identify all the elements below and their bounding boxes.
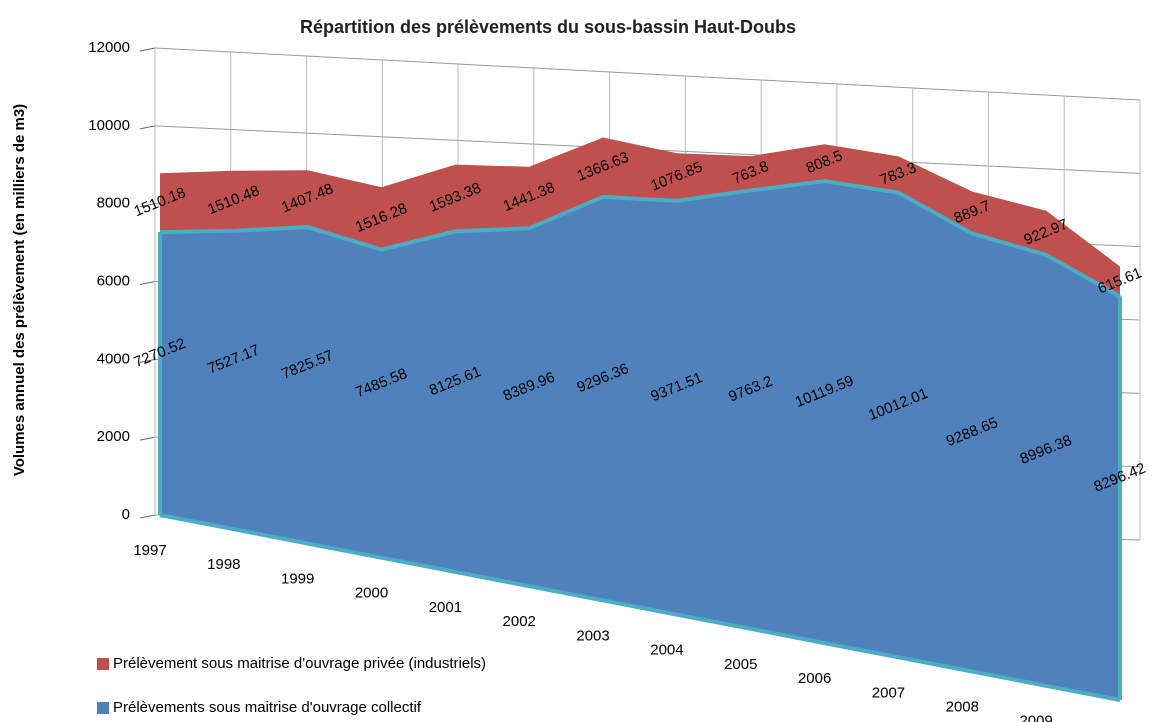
chart-title: Répartition des prélèvements du sous-bas… <box>300 17 796 37</box>
y-tick-label: 2000 <box>97 428 130 445</box>
x-tick-label: 2005 <box>724 656 757 673</box>
tick-mark <box>139 47 156 52</box>
tick-mark <box>139 281 156 285</box>
legend-label: Prélèvements sous maitrise d'ouvrage col… <box>113 699 422 716</box>
x-tick-label: 1998 <box>207 556 240 573</box>
area <box>160 137 1120 297</box>
y-tick-label: 8000 <box>97 195 130 212</box>
area-edge <box>159 179 1121 299</box>
x-tick-label: 2001 <box>429 599 462 616</box>
area <box>160 181 1120 701</box>
x-tick-label: 2004 <box>650 642 683 659</box>
y-tick-label: 12000 <box>88 39 130 56</box>
y-tick-label: 6000 <box>97 272 130 289</box>
tick-mark <box>139 203 156 208</box>
grid-line <box>154 47 1141 101</box>
x-tick-label: 2006 <box>798 670 831 687</box>
legend-label: Prélèvement sous maitrise d'ouvrage priv… <box>113 655 486 672</box>
x-tick-label: 2002 <box>503 613 536 630</box>
y-axis-label: Volumes annuel des prélèvement (en milli… <box>11 104 28 476</box>
x-tick-label: 1999 <box>281 570 314 587</box>
y-tick-label: 10000 <box>88 117 130 134</box>
tick-mark <box>139 436 156 441</box>
x-tick-label: 2008 <box>946 699 979 716</box>
y-tick-label: 4000 <box>97 350 130 367</box>
tick-mark <box>139 514 156 519</box>
tick-mark <box>139 358 156 363</box>
x-tick-label: 2009 <box>1019 713 1052 722</box>
x-tick-label: 2000 <box>355 585 388 602</box>
y-tick-label: 0 <box>122 506 130 523</box>
x-tick-label: 2003 <box>576 627 609 644</box>
legend-swatch <box>97 658 109 670</box>
legend-swatch <box>97 702 109 714</box>
tick-mark <box>139 125 156 130</box>
base-edge <box>159 513 1121 702</box>
x-tick-label: 1997 <box>133 542 166 559</box>
x-tick-label: 2007 <box>872 684 905 701</box>
